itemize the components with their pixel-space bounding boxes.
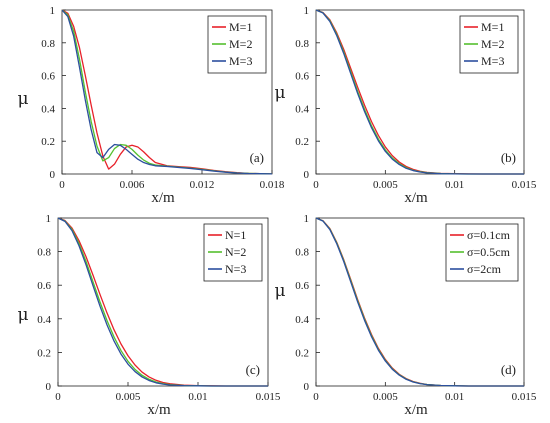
series-line-3 bbox=[315, 9, 524, 175]
plot-frame bbox=[315, 9, 525, 175]
x-tick-label: 0.005 bbox=[373, 179, 398, 191]
y-axis-label: μ bbox=[17, 305, 28, 325]
y-tick-label: 0.8 bbox=[295, 38, 309, 50]
panel-label: (a) bbox=[250, 150, 264, 165]
y-tick-label: 0.4 bbox=[41, 103, 55, 115]
y-tick-label: 0.2 bbox=[295, 347, 309, 359]
legend: M=1 M=2 M=3 bbox=[459, 15, 519, 74]
x-tick-label: 0.018 bbox=[260, 179, 285, 191]
y-axis-label: μ bbox=[274, 281, 285, 301]
y-tick-label: 0.2 bbox=[37, 347, 51, 359]
x-tick-label: 0 bbox=[313, 179, 319, 191]
series-line-3 bbox=[57, 217, 268, 387]
legend-entry: N=2 bbox=[225, 245, 246, 259]
legend-entry: σ=0.5cm bbox=[467, 245, 511, 259]
x-axis-label: x/m bbox=[404, 402, 428, 418]
y-tick-label: 1 bbox=[46, 213, 52, 225]
panel-label: (b) bbox=[501, 150, 516, 165]
legend: σ=0.1cm σ=0.5cm σ=2cm bbox=[445, 223, 519, 282]
y-tick-label: 0.4 bbox=[295, 103, 309, 115]
x-tick-label: 0.012 bbox=[190, 179, 215, 191]
y-axis-label: μ bbox=[17, 89, 28, 109]
legend-entry: M=3 bbox=[481, 54, 504, 68]
legend-entry: M=2 bbox=[481, 37, 504, 51]
plot-frame bbox=[57, 217, 269, 387]
x-axis-label: x/m bbox=[404, 190, 428, 206]
legend-entry: N=1 bbox=[225, 228, 246, 242]
y-tick-label: 0.6 bbox=[41, 71, 55, 83]
y-tick-label: 1 bbox=[304, 5, 310, 17]
y-tick-label: 0.6 bbox=[37, 280, 51, 292]
y-tick-label: 0.8 bbox=[41, 38, 55, 50]
y-axis-label: μ bbox=[274, 83, 285, 103]
x-tick-label: 0.01 bbox=[445, 179, 464, 191]
chart-panel-b: 00.20.40.60.810 0.005 0.01 0.015x/mμ(b)M=1M… bbox=[274, 5, 536, 206]
legend: M=1 M=2 M=3 bbox=[207, 15, 267, 74]
legend-entry: σ=2cm bbox=[467, 262, 502, 276]
x-axis-label: x/m bbox=[147, 402, 171, 418]
y-tick-label: 0.8 bbox=[295, 247, 309, 259]
x-tick-label: 0.015 bbox=[256, 391, 281, 403]
y-tick-label: 0 bbox=[50, 169, 56, 181]
y-tick-label: 0 bbox=[304, 381, 310, 393]
legend-entry: M=2 bbox=[229, 37, 252, 51]
plot-frame bbox=[61, 9, 273, 175]
y-tick-label: 0.4 bbox=[37, 314, 51, 326]
legend: N=1 N=2 N=3 bbox=[203, 223, 263, 282]
x-tick-label: 0.005 bbox=[373, 391, 398, 403]
chart-panel-d: 0 0.2 0.4 0.6 0.8 1 0 0.005 0.01 0.015 x/m μ (d) σ=0.… bbox=[274, 213, 536, 418]
panel-label: (d) bbox=[501, 362, 516, 377]
x-tick-label: 0 bbox=[313, 391, 319, 403]
chart-panel-a: 0 0.2 0.4 0.6 0.8 1 0 0.006 0.012 0.018 x/m μ (a) M=1… bbox=[17, 5, 284, 206]
series-line-3 bbox=[61, 9, 273, 175]
legend-entry: M=1 bbox=[229, 20, 252, 34]
y-tick-label: 0.4 bbox=[295, 314, 309, 326]
legend-entry: σ=0.1cm bbox=[467, 228, 511, 242]
x-tick-label: 0.006 bbox=[120, 179, 145, 191]
chart-panel-c: 00.20.40.60.810 0.005 0.01 0.015x/mμ(c)N=1N… bbox=[17, 213, 280, 418]
y-tick-label: 0.2 bbox=[295, 136, 309, 148]
x-tick-label: 0 bbox=[55, 391, 61, 403]
y-tick-label: 0.6 bbox=[295, 280, 309, 292]
series-line-3 bbox=[315, 217, 524, 387]
x-tick-label: 0.01 bbox=[445, 391, 464, 403]
x-tick-label: 0.015 bbox=[512, 179, 537, 191]
y-tick-label: 0 bbox=[46, 381, 52, 393]
y-tick-label: 0.2 bbox=[41, 136, 55, 148]
y-tick-label: 1 bbox=[304, 213, 310, 225]
x-tick-label: 0.005 bbox=[116, 391, 141, 403]
legend-entry: M=1 bbox=[481, 20, 504, 34]
y-tick-label: 0.6 bbox=[295, 71, 309, 83]
plot-frame bbox=[315, 217, 525, 387]
y-tick-label: 0 bbox=[304, 169, 310, 181]
y-tick-label: 1 bbox=[50, 5, 56, 17]
x-tick-label: 0.01 bbox=[188, 391, 207, 403]
x-axis-label: x/m bbox=[151, 190, 175, 206]
x-tick-label: 0 bbox=[59, 179, 65, 191]
panel-label: (c) bbox=[246, 362, 260, 377]
legend-entry: M=3 bbox=[229, 54, 252, 68]
x-tick-label: 0.015 bbox=[512, 391, 537, 403]
legend-entry: N=3 bbox=[225, 262, 246, 276]
y-tick-label: 0.8 bbox=[37, 247, 51, 259]
